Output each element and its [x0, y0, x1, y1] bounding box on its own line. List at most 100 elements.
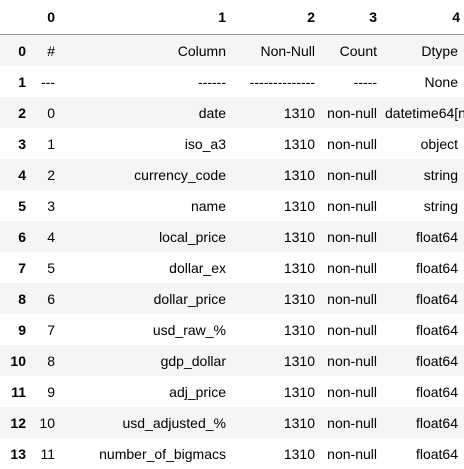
table-cell: non-null [319, 283, 381, 314]
table-cell: 5 [30, 252, 59, 283]
table-cell: non-null [319, 407, 381, 438]
table-cell: float64 [381, 252, 464, 283]
row-index-cell: 13 [0, 438, 30, 469]
table-cell: non-null [319, 345, 381, 376]
table-cell: Non-Null [230, 35, 319, 67]
table-cell: float64 [381, 376, 464, 407]
table-header: 0 1 2 3 4 [0, 0, 464, 35]
table-cell: ------ [59, 66, 230, 97]
table-cell: usd_raw_% [59, 314, 230, 345]
table-cell: iso_a3 [59, 128, 230, 159]
table-cell: 2 [30, 159, 59, 190]
table-cell: Count [319, 35, 381, 67]
table-cell: float64 [381, 283, 464, 314]
header-cell-3: 3 [319, 0, 381, 35]
table-cell: None [381, 66, 464, 97]
table-cell: 8 [30, 345, 59, 376]
table-cell: adj_price [59, 376, 230, 407]
row-index-cell: 12 [0, 407, 30, 438]
row-index-cell: 10 [0, 345, 30, 376]
table-cell: 6 [30, 283, 59, 314]
table-cell: 1310 [230, 376, 319, 407]
table-cell: 1310 [230, 314, 319, 345]
table-cell: string [381, 159, 464, 190]
table-cell: -------------- [230, 66, 319, 97]
table-cell: 4 [30, 221, 59, 252]
table-cell: dollar_price [59, 283, 230, 314]
table-cell: float64 [381, 221, 464, 252]
table-cell: --- [30, 66, 59, 97]
table-cell: 7 [30, 314, 59, 345]
table-cell: 1310 [230, 407, 319, 438]
header-cell-1: 1 [59, 0, 230, 35]
header-row: 0 1 2 3 4 [0, 0, 464, 35]
table-cell: dollar_ex [59, 252, 230, 283]
table-cell: # [30, 35, 59, 67]
table-cell: number_of_bigmacs [59, 438, 230, 469]
row-index-cell: 3 [0, 128, 30, 159]
table-cell: 1310 [230, 345, 319, 376]
table-cell: float64 [381, 438, 464, 469]
table-cell: 1310 [230, 438, 319, 469]
row-index-cell: 5 [0, 190, 30, 221]
table-cell: 1 [30, 128, 59, 159]
header-cell-2: 2 [230, 0, 319, 35]
table-cell: 10 [30, 407, 59, 438]
table-cell: usd_adjusted_% [59, 407, 230, 438]
table-cell: gdp_dollar [59, 345, 230, 376]
table-cell: float64 [381, 314, 464, 345]
row-index-cell: 6 [0, 221, 30, 252]
table-cell: 1310 [230, 221, 319, 252]
table-cell: local_price [59, 221, 230, 252]
row-index-cell: 11 [0, 376, 30, 407]
row-index-cell: 2 [0, 97, 30, 128]
table-cell: Dtype [381, 35, 464, 67]
table-cell: non-null [319, 128, 381, 159]
table-cell: object [381, 128, 464, 159]
table-cell: 9 [30, 376, 59, 407]
row-index-cell: 0 [0, 35, 30, 67]
row-index-cell: 4 [0, 159, 30, 190]
table-cell: float64 [381, 345, 464, 376]
table-cell: name [59, 190, 230, 221]
row-index-cell: 7 [0, 252, 30, 283]
table-cell: 1310 [230, 97, 319, 128]
table-cell: non-null [319, 221, 381, 252]
table-cell: non-null [319, 159, 381, 190]
header-cell-0: 0 [30, 0, 59, 35]
header-cell-index [0, 0, 30, 35]
table-cell: 1310 [230, 190, 319, 221]
table-cell: non-null [319, 314, 381, 345]
header-cell-4: 4 [381, 0, 464, 35]
table-cell: currency_code [59, 159, 230, 190]
table-cell: 1310 [230, 252, 319, 283]
row-index-cell: 1 [0, 66, 30, 97]
table-cell: float64 [381, 407, 464, 438]
table-cell: non-null [319, 376, 381, 407]
table-cell: 11 [30, 438, 59, 469]
table-cell: non-null [319, 190, 381, 221]
table-cell: 1310 [230, 159, 319, 190]
table-cell: datetime64[ns] [381, 97, 464, 128]
row-index-cell: 9 [0, 314, 30, 345]
table-cell: 0 [30, 97, 59, 128]
table-row: 1----------------------------None [0, 66, 464, 97]
table-cell: string [381, 190, 464, 221]
table-cell: 1310 [230, 128, 319, 159]
table-cell: date [59, 97, 230, 128]
table-cell: 1310 [230, 283, 319, 314]
